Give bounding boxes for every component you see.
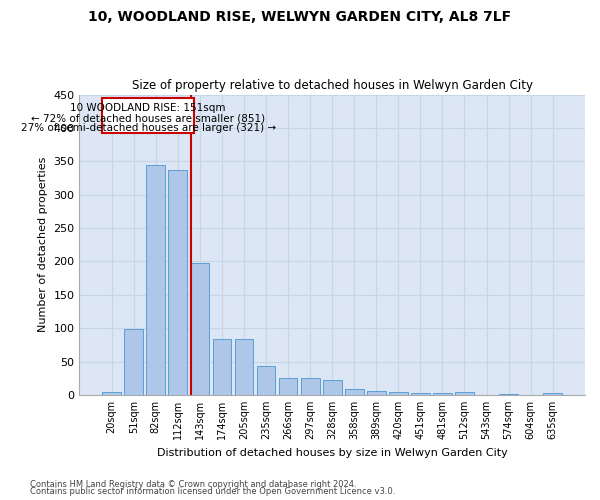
Bar xyxy=(191,264,209,395)
Y-axis label: Number of detached properties: Number of detached properties xyxy=(38,157,48,332)
Text: 10 WOODLAND RISE: 151sqm: 10 WOODLAND RISE: 151sqm xyxy=(70,103,226,113)
Bar xyxy=(499,394,518,395)
Bar xyxy=(301,378,320,395)
Bar xyxy=(345,389,364,395)
Bar xyxy=(124,329,143,395)
Bar xyxy=(235,339,253,395)
Bar xyxy=(367,391,386,395)
Text: Contains public sector information licensed under the Open Government Licence v3: Contains public sector information licen… xyxy=(30,487,395,496)
Text: Contains HM Land Registry data © Crown copyright and database right 2024.: Contains HM Land Registry data © Crown c… xyxy=(30,480,356,489)
Bar xyxy=(433,393,452,395)
Text: ← 72% of detached houses are smaller (851): ← 72% of detached houses are smaller (85… xyxy=(31,113,265,123)
Bar xyxy=(279,378,298,395)
Text: 27% of semi-detached houses are larger (321) →: 27% of semi-detached houses are larger (… xyxy=(20,124,275,134)
Bar xyxy=(146,166,165,395)
Bar xyxy=(212,339,232,395)
Bar xyxy=(543,393,562,395)
Bar xyxy=(389,392,407,395)
Bar xyxy=(323,380,341,395)
Bar xyxy=(257,366,275,395)
Text: 10, WOODLAND RISE, WELWYN GARDEN CITY, AL8 7LF: 10, WOODLAND RISE, WELWYN GARDEN CITY, A… xyxy=(88,10,512,24)
X-axis label: Distribution of detached houses by size in Welwyn Garden City: Distribution of detached houses by size … xyxy=(157,448,508,458)
Bar xyxy=(411,393,430,395)
Title: Size of property relative to detached houses in Welwyn Garden City: Size of property relative to detached ho… xyxy=(131,79,533,92)
Bar xyxy=(169,170,187,395)
Bar xyxy=(455,392,474,395)
Bar xyxy=(103,392,121,395)
Bar xyxy=(102,98,194,132)
